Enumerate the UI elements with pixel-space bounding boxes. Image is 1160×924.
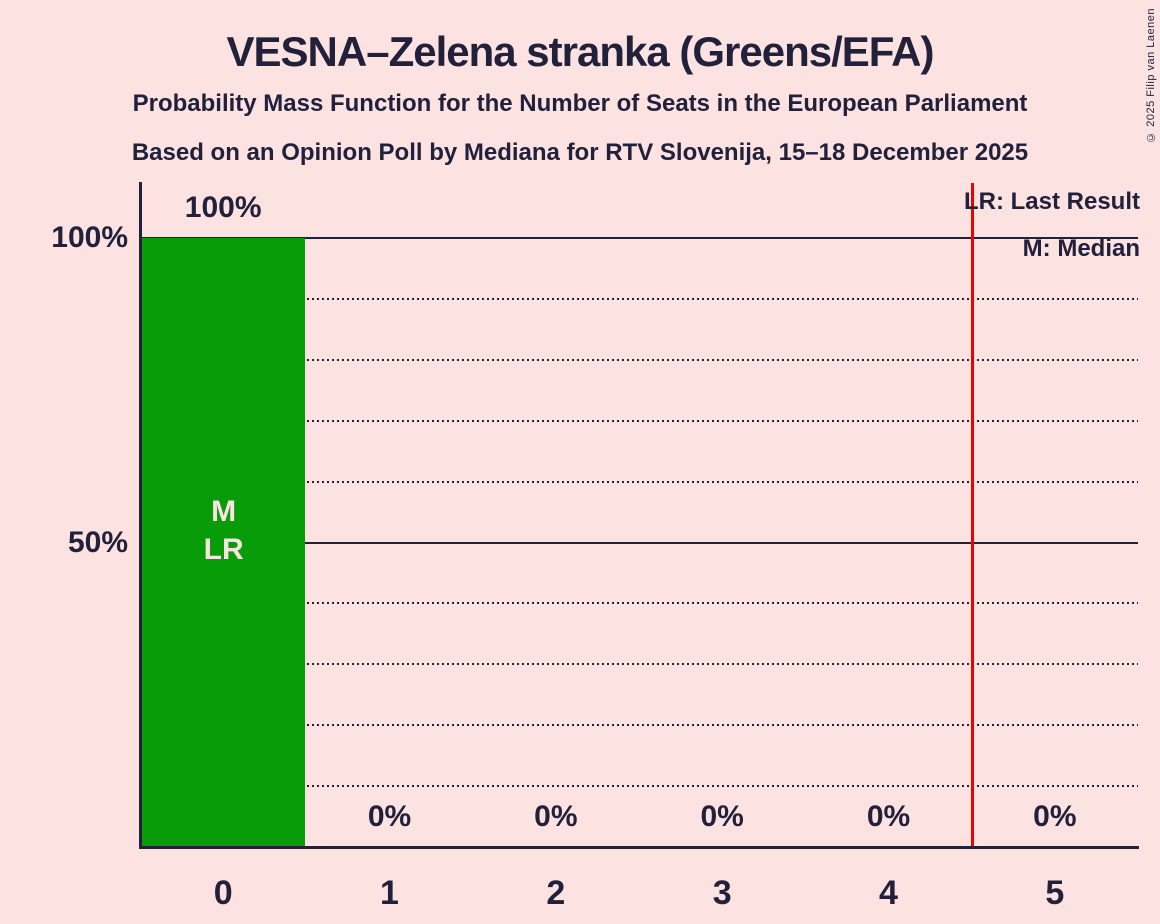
dotted-gridline-90 [142, 297, 1138, 300]
solid-gridline-100 [142, 237, 1138, 239]
bar-seats-0 [142, 238, 306, 847]
dotted-gridline-10 [142, 785, 1138, 788]
bar-annotation-line-m: M [211, 495, 237, 528]
bar-annotation-line-lr: LR [203, 533, 244, 566]
bar-value-label-2: 0% [534, 800, 578, 833]
chart-subtitle: Probability Mass Function for the Number… [132, 90, 1028, 117]
x-axis-label-2: 2 [546, 874, 566, 912]
x-axis-line [139, 846, 1139, 849]
dotted-gridline-60 [142, 480, 1138, 483]
x-axis-label-3: 3 [712, 874, 732, 912]
y-axis-tick-50: 50% [67, 526, 128, 559]
bar-value-label-3: 0% [700, 800, 744, 833]
dotted-gridline-70 [142, 419, 1138, 422]
y-axis-line [139, 182, 142, 849]
copyright-notice: © 2025 Filip van Laenen [1145, 8, 1157, 143]
x-axis-label-4: 4 [879, 874, 898, 912]
red-threshold-line [970, 183, 974, 846]
bar-annotation-median-lr: M LR [142, 493, 305, 569]
bar-value-label-1: 0% [367, 800, 412, 833]
dotted-gridline-20 [142, 724, 1138, 727]
dotted-gridline-80 [142, 358, 1138, 361]
legend-last-result: LR: Last Result [963, 188, 1140, 215]
x-axis-label-5: 5 [1045, 874, 1065, 912]
y-axis-tick-100: 100% [51, 221, 128, 254]
chart-subtitle-source: Based on an Opinion Poll by Mediana for … [131, 139, 1029, 166]
bar-value-label-5: 0% [1033, 800, 1077, 833]
legend-median: M: Median [1022, 235, 1140, 262]
x-axis-label-1: 1 [380, 874, 399, 912]
dotted-gridline-30 [142, 663, 1138, 666]
bar-value-label-0: 100% [184, 191, 262, 224]
chart-title: VESNA–Zelena stranka (Greens/EFA) [226, 28, 935, 75]
bar-value-label-4: 0% [866, 800, 911, 833]
x-axis-label-0: 0 [213, 874, 233, 912]
dotted-gridline-40 [142, 602, 1138, 605]
solid-gridline-50 [142, 541, 1138, 544]
